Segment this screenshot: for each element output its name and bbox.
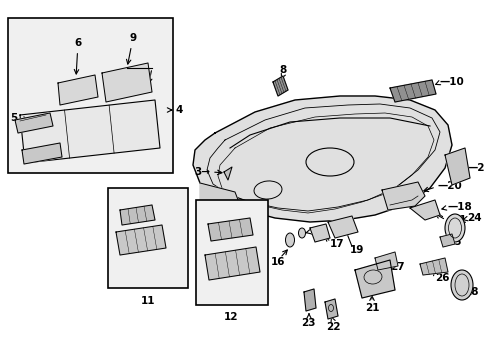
Polygon shape bbox=[304, 289, 315, 311]
Polygon shape bbox=[272, 76, 287, 96]
Text: 17: 17 bbox=[329, 239, 344, 249]
Text: 5: 5 bbox=[10, 113, 28, 123]
Text: 25: 25 bbox=[446, 237, 461, 247]
Polygon shape bbox=[193, 96, 451, 222]
Text: 12: 12 bbox=[224, 312, 238, 322]
Text: 21: 21 bbox=[364, 303, 379, 313]
Text: 24: 24 bbox=[466, 213, 481, 223]
Text: 23: 23 bbox=[300, 318, 315, 328]
Text: —18: —18 bbox=[446, 202, 471, 212]
Text: 11: 11 bbox=[141, 296, 155, 306]
Text: 3→: 3→ bbox=[194, 167, 209, 177]
Polygon shape bbox=[309, 224, 329, 242]
Polygon shape bbox=[102, 63, 152, 102]
Polygon shape bbox=[419, 258, 447, 275]
Polygon shape bbox=[325, 299, 337, 319]
Text: 15: 15 bbox=[309, 227, 324, 237]
Polygon shape bbox=[354, 260, 394, 298]
Polygon shape bbox=[120, 205, 155, 225]
Text: 26: 26 bbox=[434, 273, 448, 283]
Text: 14: 14 bbox=[222, 206, 237, 223]
Text: 27: 27 bbox=[389, 262, 404, 272]
Polygon shape bbox=[22, 143, 62, 164]
Polygon shape bbox=[327, 216, 357, 238]
Text: 8: 8 bbox=[279, 65, 286, 75]
Polygon shape bbox=[204, 247, 260, 280]
Text: 22: 22 bbox=[325, 322, 340, 332]
Ellipse shape bbox=[298, 228, 305, 238]
Text: 16: 16 bbox=[270, 257, 285, 267]
Polygon shape bbox=[116, 225, 165, 255]
Polygon shape bbox=[207, 218, 252, 241]
Polygon shape bbox=[444, 148, 469, 185]
Polygon shape bbox=[374, 252, 397, 270]
Polygon shape bbox=[381, 182, 424, 210]
Polygon shape bbox=[409, 200, 439, 220]
Polygon shape bbox=[200, 183, 240, 218]
Polygon shape bbox=[20, 100, 160, 163]
Polygon shape bbox=[224, 167, 231, 180]
Bar bbox=[8, 18, 173, 173]
Polygon shape bbox=[15, 113, 53, 133]
Polygon shape bbox=[389, 80, 435, 102]
Ellipse shape bbox=[450, 270, 472, 300]
Text: 6: 6 bbox=[74, 38, 81, 74]
Bar bbox=[108, 188, 187, 288]
Ellipse shape bbox=[444, 214, 464, 242]
Polygon shape bbox=[439, 234, 454, 247]
Text: 13: 13 bbox=[130, 192, 145, 209]
Text: 9: 9 bbox=[126, 33, 136, 64]
Text: 19: 19 bbox=[349, 245, 364, 255]
Text: 28: 28 bbox=[463, 287, 478, 297]
Text: 4: 4 bbox=[175, 105, 182, 115]
Text: —2: —2 bbox=[466, 163, 484, 173]
Text: —10: —10 bbox=[439, 77, 464, 87]
Ellipse shape bbox=[285, 233, 294, 247]
Polygon shape bbox=[58, 75, 98, 105]
Text: —20: —20 bbox=[436, 181, 461, 191]
Bar bbox=[196, 200, 267, 305]
Text: 7: 7 bbox=[24, 150, 37, 160]
Text: —1: —1 bbox=[448, 215, 466, 225]
